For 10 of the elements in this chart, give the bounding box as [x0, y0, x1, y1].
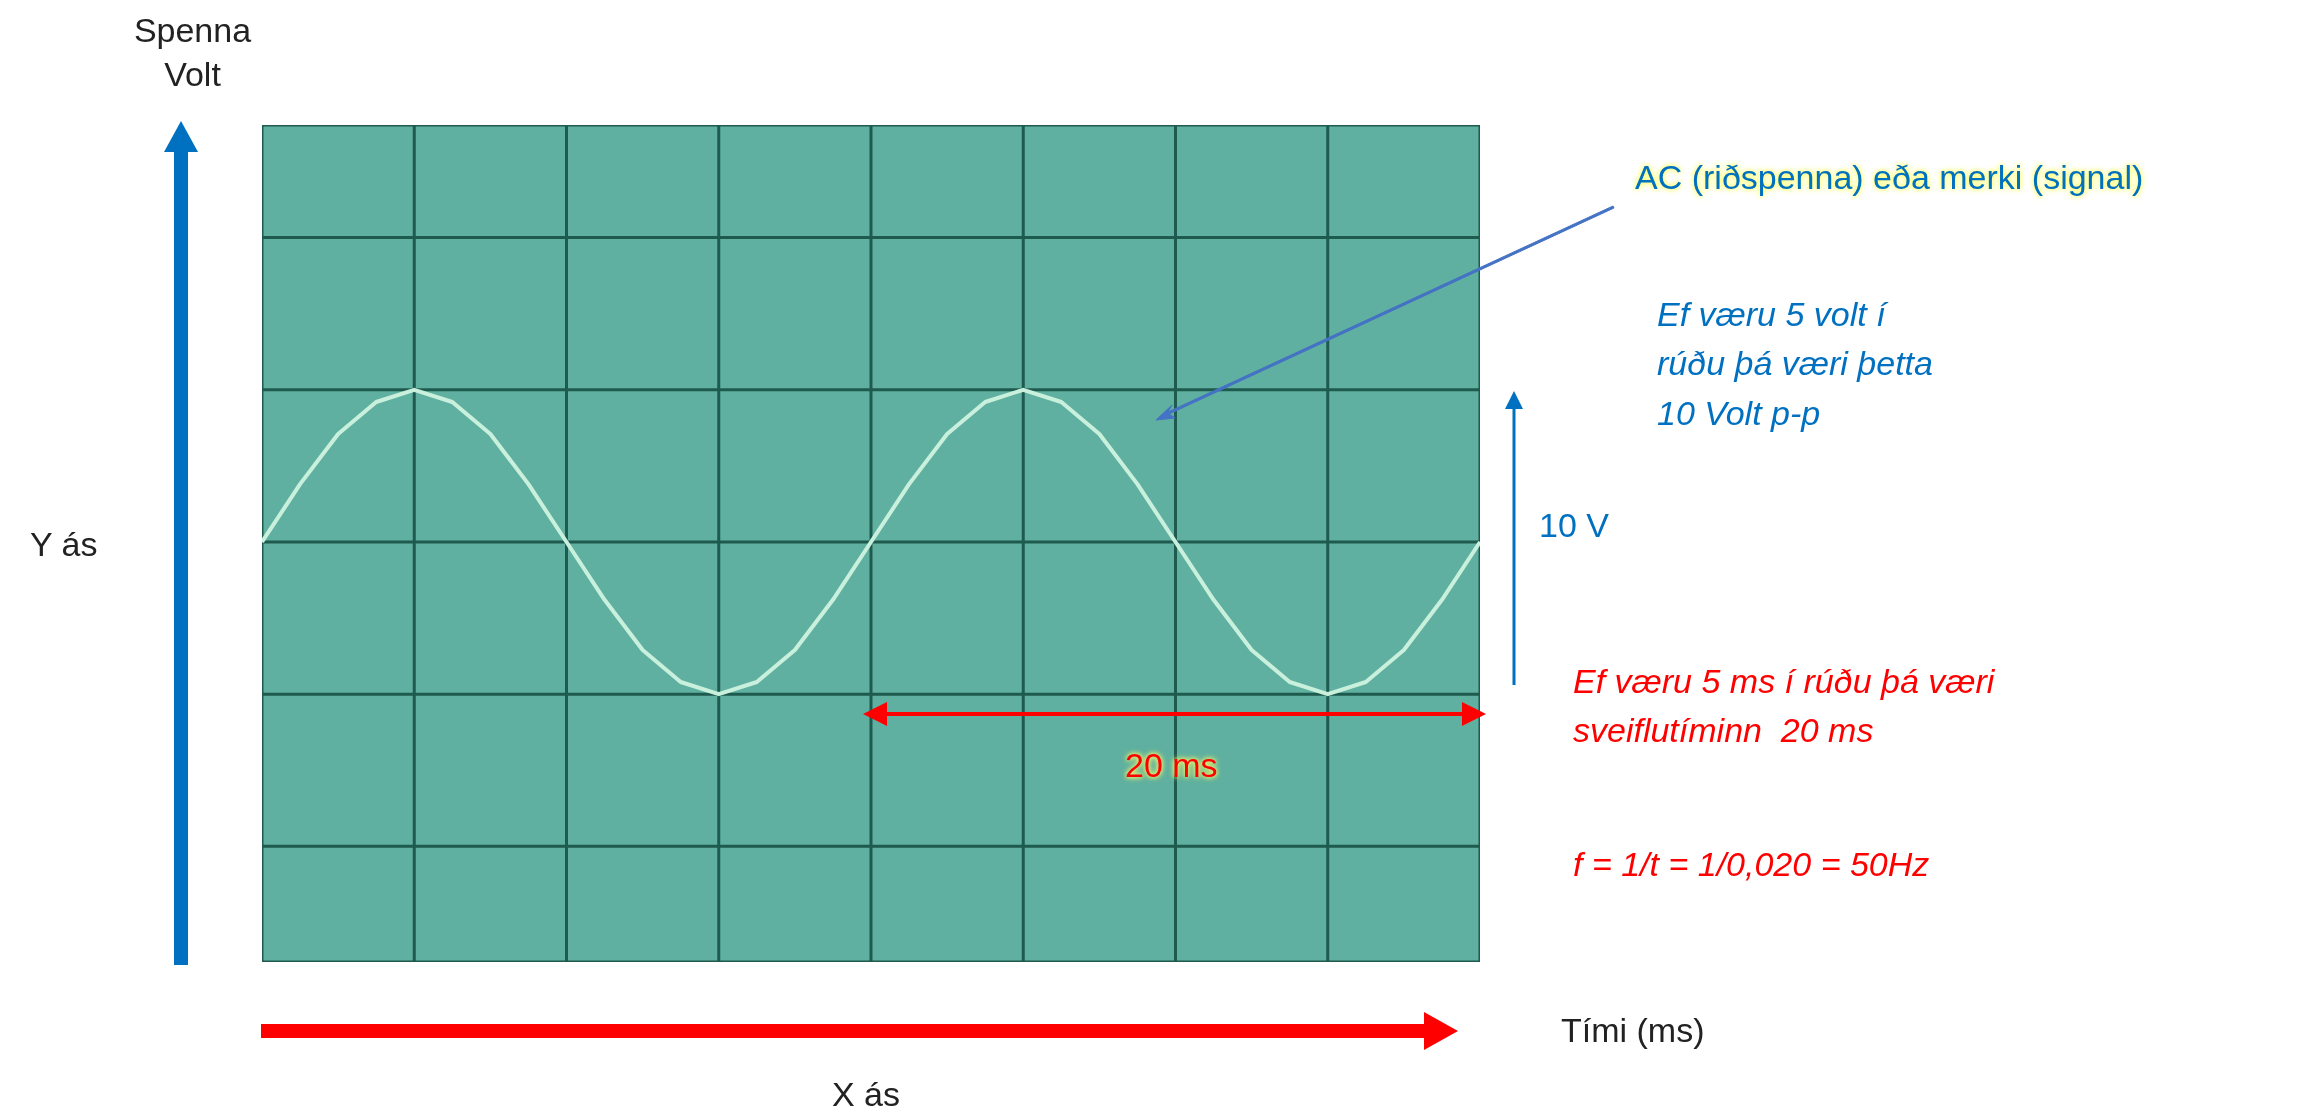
text: f = 1/t = 1/0,020 = 50Hz	[1573, 844, 1930, 885]
text: Y ás	[30, 524, 98, 565]
text: 10 V	[1539, 505, 1609, 546]
text: Spenna Volt	[132, 10, 253, 96]
text: Ef væru 5 ms í rúðu þá væri sveiflutíminn 20 ms	[1573, 661, 1996, 752]
text: X ás	[832, 1074, 901, 1115]
text: Tími (ms)	[1561, 1010, 1705, 1051]
text: 20 ms	[1125, 745, 1218, 786]
text: AC (riðspenna) eða merki (signal)	[1635, 157, 2144, 198]
text: Ef væru 5 volt í rúðu þá væri þetta 10 Volt p-p	[1657, 294, 1934, 434]
